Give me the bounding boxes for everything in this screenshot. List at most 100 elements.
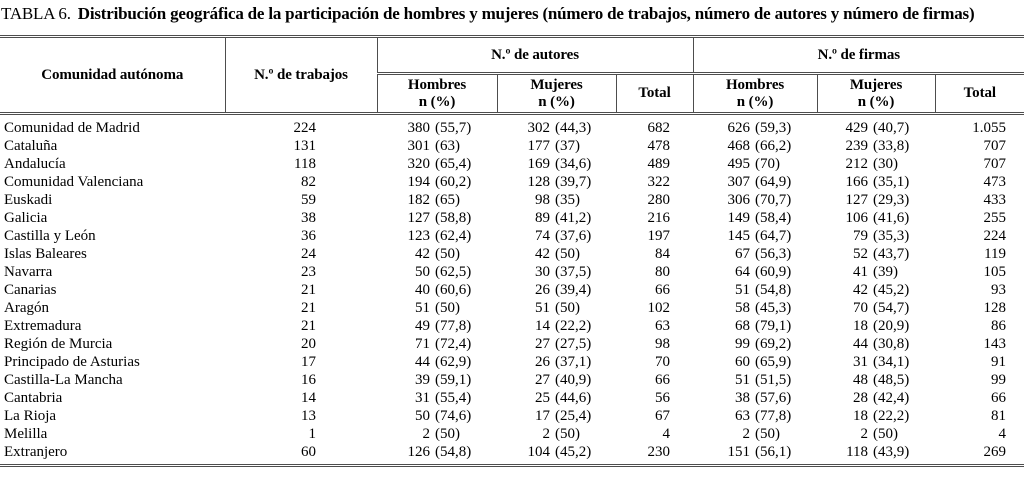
cell-firmas-hombres: 626 (59,3) (693, 114, 817, 138)
value-pct: (70) (755, 156, 781, 172)
value-n: 2 (422, 426, 431, 442)
cell-firmas-total: 4 (998, 426, 1007, 442)
cell-trabajos: 21 (301, 300, 316, 316)
value-n: 28 (853, 390, 869, 406)
table-row: Navarra 23 50 (62,5) 30 (37,5) 80 64 (60,9) 41 (39… (0, 263, 1024, 281)
table-header: Comunidad autónoma N.º de trabajos N.º d… (0, 36, 1024, 114)
cell-firmas-total: 473 (983, 174, 1007, 190)
cell-comunidad: Cataluña (4, 138, 58, 154)
value-pct: (44,3) (555, 120, 592, 136)
value-n: 44 (853, 336, 869, 352)
value-n: 74 (535, 228, 550, 244)
value-n: 2 (542, 426, 551, 442)
value-pct: (27,5) (555, 336, 592, 352)
column-header-trabajos: N.º de trabajos (225, 36, 378, 114)
header-group-row: Comunidad autónoma N.º de trabajos N.º d… (0, 36, 1024, 114)
cell-autores-hombres: 123 (62,4) (377, 227, 497, 245)
cell-firmas-mujeres: 70 (54,7) (817, 299, 935, 317)
table-row: Islas Baleares 24 42 (50) 42 (50) 84 67 (56,3) 52… (0, 245, 1024, 263)
cell-trabajos: 36 (301, 228, 316, 244)
cell-autores-total: 478 (647, 138, 671, 154)
cell-autores-mujeres: 42 (50) (497, 245, 616, 263)
cell-trabajos: 13 (301, 408, 316, 424)
column-header-firmas-mujeres: Mujeres n (%) (817, 73, 936, 114)
value-pct: (58,8) (435, 210, 472, 226)
cell-trabajos: 224 (293, 120, 317, 136)
value-n: 79 (853, 228, 869, 244)
value-pct: (54,8) (755, 282, 792, 298)
table-row: Comunidad Valenciana 82 194 (60,2) 128 (39,7)… (0, 173, 1024, 191)
column-header-autores-group: N.º de autores (377, 36, 694, 75)
value-pct: (35,1) (873, 174, 910, 190)
value-pct: (37,6) (555, 228, 592, 244)
value-pct: (79,1) (755, 318, 792, 334)
value-pct: (56,3) (755, 246, 792, 262)
cell-autores-mujeres: 14 (22,2) (497, 317, 616, 335)
cell-autores-hombres: 127 (58,8) (377, 209, 497, 227)
value-n: 41 (853, 264, 869, 280)
cell-autores-hombres: 44 (62,9) (377, 353, 497, 371)
cell-comunidad: Principado de Asturias (4, 354, 140, 370)
value-pct: (42,4) (873, 390, 910, 406)
cell-firmas-hombres: 307 (64,9) (693, 173, 817, 191)
value-pct: (60,9) (755, 264, 792, 280)
cell-trabajos: 1 (308, 426, 317, 442)
value-n: 48 (853, 372, 869, 388)
cell-autores-hombres: 380 (55,7) (377, 114, 497, 138)
value-pct: (60,2) (435, 174, 472, 190)
cell-comunidad: Navarra (4, 264, 53, 280)
table-row: Andalucía 118 320 (65,4) 169 (34,6) 489 495 (70)… (0, 155, 1024, 173)
cell-autores-mujeres: 27 (27,5) (497, 335, 616, 353)
cell-autores-total: 56 (655, 390, 671, 406)
value-pct: (70,7) (755, 192, 792, 208)
value-n: 51 (735, 372, 751, 388)
value-n: 166 (845, 174, 869, 190)
value-n: 380 (407, 120, 431, 136)
value-n: 60 (735, 354, 751, 370)
cell-comunidad: Canarias (4, 282, 57, 298)
cell-comunidad: Cantabria (4, 390, 63, 406)
value-pct: (22,2) (555, 318, 592, 334)
value-pct: (39) (873, 264, 899, 280)
table-caption-label: TABLA 6. (1, 4, 71, 23)
value-pct: (77,8) (755, 408, 792, 424)
cell-autores-hombres: 40 (60,6) (377, 281, 497, 299)
value-n: 145 (727, 228, 751, 244)
cell-firmas-total: 91 (991, 354, 1007, 370)
value-pct: (50) (435, 246, 460, 262)
cell-firmas-hombres: 58 (45,3) (693, 299, 817, 317)
cell-firmas-mujeres: 166 (35,1) (817, 173, 935, 191)
cell-autores-total: 67 (655, 408, 671, 424)
cell-autores-mujeres: 27 (40,9) (497, 371, 616, 389)
value-n: 182 (407, 192, 431, 208)
cell-comunidad: Euskadi (4, 192, 53, 208)
value-n: 17 (535, 408, 550, 424)
cell-trabajos: 23 (301, 264, 316, 280)
value-n: 58 (735, 300, 751, 316)
value-pct: (40,7) (873, 120, 910, 136)
value-pct: (72,4) (435, 336, 472, 352)
table-row: Extranjero 60 126 (54,8) 104 (45,2) 230 151 (56,… (0, 443, 1024, 466)
value-n: 39 (415, 372, 430, 388)
cell-autores-total: 322 (647, 174, 671, 190)
value-n: 106 (845, 210, 869, 226)
cell-autores-hombres: 51 (50) (377, 299, 497, 317)
header-npct-label: n (%) (538, 93, 575, 110)
value-pct: (29,3) (873, 192, 910, 208)
value-pct: (62,4) (435, 228, 472, 244)
cell-autores-total: 4 (662, 426, 671, 442)
value-n: 67 (735, 246, 751, 262)
value-pct: (35,3) (873, 228, 910, 244)
cell-firmas-mujeres: 18 (22,2) (817, 407, 935, 425)
value-n: 14 (535, 318, 550, 334)
cell-firmas-mujeres: 44 (30,8) (817, 335, 935, 353)
column-header-firmas-group: N.º de firmas (693, 36, 1024, 75)
cell-firmas-hombres: 2 (50) (693, 425, 817, 443)
value-pct: (30) (873, 156, 899, 172)
value-n: 18 (853, 408, 869, 424)
value-pct: (34,1) (873, 354, 910, 370)
cell-comunidad: Andalucía (4, 156, 66, 172)
value-n: 49 (415, 318, 430, 334)
value-n: 40 (415, 282, 430, 298)
cell-firmas-mujeres: 239 (33,8) (817, 137, 935, 155)
